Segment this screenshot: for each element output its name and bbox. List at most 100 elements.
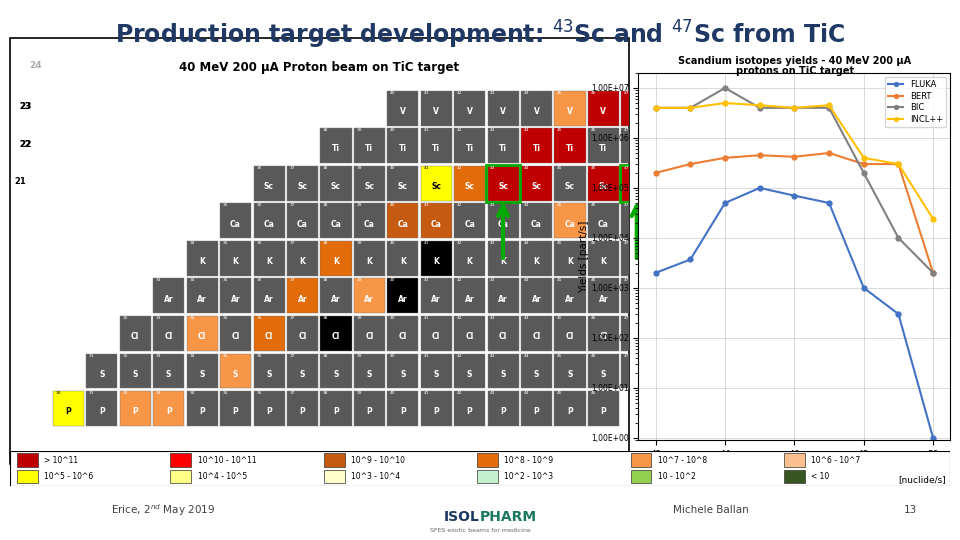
Text: 43: 43 — [491, 354, 495, 357]
Text: Ar: Ar — [298, 295, 307, 303]
Text: S: S — [266, 370, 272, 379]
Text: S: S — [166, 370, 171, 379]
Text: P: P — [199, 407, 204, 416]
FLUKA — [824, 200, 835, 206]
Text: 43: 43 — [491, 279, 495, 282]
Text: K: K — [399, 257, 406, 266]
Text: 10 - 10^2: 10 - 10^2 — [658, 472, 696, 481]
Text: 40: 40 — [390, 166, 396, 170]
Text: Sc: Sc — [264, 182, 274, 191]
Text: S: S — [567, 370, 572, 379]
Bar — [154, 354, 184, 388]
Bar — [287, 241, 318, 276]
Text: ISOL: ISOL — [444, 510, 480, 524]
Text: V: V — [534, 107, 540, 116]
Text: 45: 45 — [557, 354, 563, 357]
Bar — [420, 354, 452, 388]
Text: 40 MeV 200 μA Proton beam on TiC target: 40 MeV 200 μA Proton beam on TiC target — [180, 61, 459, 74]
Text: 47: 47 — [624, 166, 630, 170]
Text: Ca: Ca — [531, 220, 541, 228]
BERT — [893, 161, 904, 167]
Text: Ti: Ti — [533, 145, 540, 153]
FLUKA — [788, 192, 800, 199]
BERT — [824, 150, 835, 156]
Bar — [321, 204, 351, 238]
Bar — [588, 354, 619, 388]
Text: S: S — [400, 370, 405, 379]
Text: 38: 38 — [324, 241, 328, 245]
Text: Sc: Sc — [397, 182, 408, 191]
Text: 44: 44 — [524, 316, 529, 320]
Text: 38: 38 — [324, 391, 328, 395]
Text: Cl: Cl — [633, 332, 641, 341]
Text: Ar: Ar — [598, 295, 608, 303]
Text: Cl: Cl — [466, 332, 473, 341]
Text: Ar: Ar — [397, 295, 407, 303]
Text: 46: 46 — [590, 129, 596, 132]
BERT — [719, 154, 731, 161]
Text: 41: 41 — [423, 129, 429, 132]
Bar — [253, 354, 285, 388]
Text: 31: 31 — [89, 391, 94, 395]
Bar — [555, 354, 586, 388]
Bar — [420, 129, 452, 163]
Text: 47: 47 — [624, 279, 630, 282]
Text: 37: 37 — [290, 391, 295, 395]
Text: K: K — [500, 257, 506, 266]
Bar — [86, 391, 117, 426]
Text: 44: 44 — [524, 91, 529, 94]
Text: 32: 32 — [123, 316, 128, 320]
Bar — [631, 454, 651, 467]
Text: K: K — [232, 257, 238, 266]
BIC — [719, 85, 731, 91]
Text: Ca: Ca — [564, 220, 575, 228]
Text: 36: 36 — [256, 391, 262, 395]
Bar — [621, 91, 653, 126]
BIC — [893, 235, 904, 241]
Text: 40: 40 — [390, 316, 396, 320]
Text: S: S — [99, 370, 105, 379]
Text: 10^10 - 10^11: 10^10 - 10^11 — [198, 456, 256, 464]
FLUKA — [719, 200, 731, 206]
Text: 43: 43 — [491, 241, 495, 245]
Text: K: K — [300, 257, 305, 266]
FLUKA — [858, 285, 870, 291]
Text: 10^6 - 10^7: 10^6 - 10^7 — [811, 456, 860, 464]
FLUKA — [927, 435, 939, 441]
Bar — [454, 241, 486, 276]
Bar — [287, 316, 318, 351]
Bar — [154, 391, 184, 426]
Bar — [555, 166, 586, 201]
Text: 33: 33 — [156, 279, 161, 282]
Bar — [387, 166, 419, 201]
Text: 38: 38 — [324, 166, 328, 170]
Text: Ti: Ti — [365, 145, 373, 153]
Text: Cl: Cl — [164, 332, 173, 341]
Bar — [354, 391, 385, 426]
Bar — [186, 279, 218, 313]
Bar — [588, 166, 619, 201]
Text: 39: 39 — [356, 204, 362, 207]
Text: SFES exotic beams for medicine: SFES exotic beams for medicine — [430, 528, 530, 533]
Text: Ti: Ti — [398, 145, 407, 153]
Text: Ca: Ca — [263, 220, 275, 228]
Text: 36: 36 — [256, 279, 262, 282]
INCL++ — [824, 102, 835, 109]
Bar — [784, 470, 804, 483]
Text: Cl: Cl — [599, 332, 608, 341]
Bar — [420, 91, 452, 126]
Text: 39: 39 — [356, 316, 362, 320]
Text: Ar: Ar — [365, 295, 374, 303]
Bar — [521, 316, 552, 351]
Bar — [321, 391, 351, 426]
Bar — [454, 166, 486, 201]
Line: BIC: BIC — [654, 85, 935, 275]
Text: S: S — [534, 370, 540, 379]
Text: 22: 22 — [19, 140, 31, 149]
Text: Sc: Sc — [498, 182, 508, 191]
Text: > 10^11: > 10^11 — [44, 456, 79, 464]
Text: 45: 45 — [557, 91, 563, 94]
Text: Scandium isotopes yields - 40 MeV 200 μA: Scandium isotopes yields - 40 MeV 200 μA — [679, 56, 911, 66]
Text: 33: 33 — [156, 316, 161, 320]
Text: 45: 45 — [557, 204, 563, 207]
